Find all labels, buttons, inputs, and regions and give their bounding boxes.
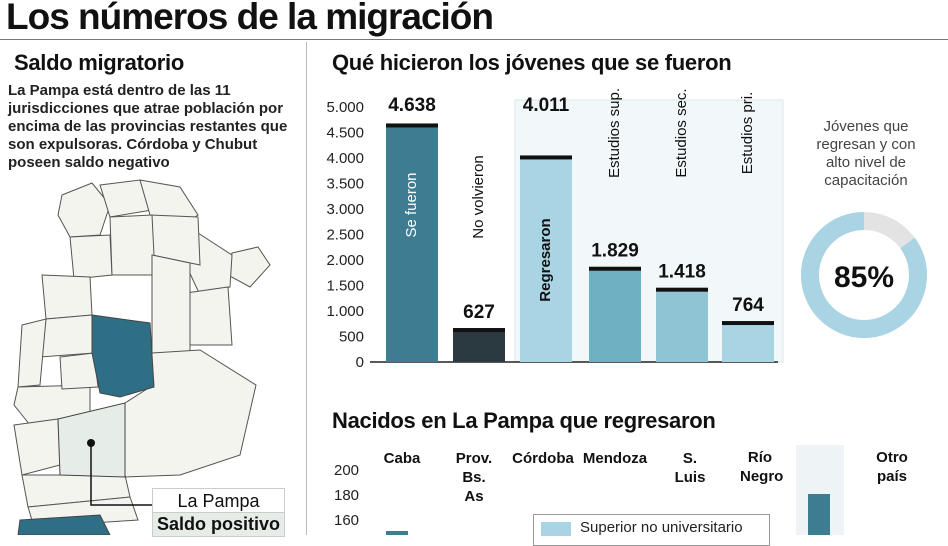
argentina-map (13, 179, 271, 535)
youth-bar-chart: 0 500 1.000 1.500 2.000 2.500 3.000 3.500 4.000 4… (326, 88, 784, 371)
legend-saldo-positivo: Saldo positivo (152, 512, 285, 537)
title-divider (0, 39, 948, 40)
donut-title: Jóvenes que regresan y con alto nivel de… (816, 118, 916, 189)
returned-column-header: Otro país (876, 449, 908, 485)
column-divider (306, 42, 307, 535)
y-tick-label: 500 (339, 329, 364, 346)
bar (386, 125, 438, 362)
y-tick-label: 3.000 (326, 201, 364, 218)
y-tick-label: 1.000 (326, 303, 364, 320)
category-label: Regresaron (537, 218, 554, 301)
map-cordoba (91, 314, 155, 398)
bar-cap (656, 287, 708, 292)
y-tick-label: 0 (356, 354, 364, 371)
bar-value-label: 4.011 (523, 95, 570, 116)
bar-value-label: 764 (732, 295, 764, 316)
returned-chart-title: Nacidos en La Pampa que regresaron (332, 408, 716, 433)
bar (520, 157, 572, 362)
map-stgo (109, 214, 156, 276)
map-bsas (124, 349, 257, 478)
y-tick-label: 3.500 (326, 176, 364, 193)
map-misiones (227, 246, 271, 288)
legend-la-pampa: La Pampa (152, 488, 285, 514)
bar-value-label: 4.638 (388, 95, 436, 116)
donut-arc (801, 212, 927, 338)
saldo-heading: Saldo migratorio (14, 50, 184, 75)
map-catamarca (41, 274, 93, 320)
y-tick-label: 2.000 (326, 252, 364, 269)
y-tick-label: 2.500 (326, 227, 364, 244)
y-tick-label: 4.500 (326, 125, 364, 142)
bar-value-label: 1.829 (591, 241, 639, 262)
category-label: Estudios sec. (673, 88, 690, 177)
returned-column-header: Mendoza (582, 450, 648, 467)
bar-value-label: 1.418 (658, 262, 706, 283)
map-lrioja (39, 314, 95, 358)
returned-column-header: Río Negro (740, 449, 784, 485)
saldo-description: La Pampa está dentro de las 11 jurisdicc… (8, 82, 288, 171)
bar (589, 268, 641, 362)
returned-column-header: Prov. Bs. As (455, 450, 493, 505)
otra-prov-bar (808, 494, 830, 535)
y-tick-label: 5.000 (326, 99, 364, 116)
bar-cap (453, 328, 505, 333)
bar-cap (589, 266, 641, 271)
bar-cap (386, 123, 438, 128)
map-sanluis (59, 352, 99, 390)
returned-column-header: Caba (383, 450, 421, 467)
map-santacruz (17, 514, 111, 535)
returned-column-header: Córdoba (512, 450, 574, 467)
map-sanjuan (17, 318, 47, 388)
y-tick-label: 4.000 (326, 150, 364, 167)
map-neuquen (13, 418, 61, 476)
bar (722, 323, 774, 362)
bar (656, 289, 708, 362)
category-label: No volvieron (470, 155, 487, 238)
caba-bar (386, 531, 408, 535)
category-label: Se fueron (403, 172, 420, 237)
y-tick-label: 1.500 (326, 278, 364, 295)
returned-y-tick-label: 160 (334, 512, 360, 529)
legend-swatch (541, 522, 571, 536)
bar-value-label: 627 (463, 302, 495, 323)
bar-cap (520, 155, 572, 160)
legend-label: Superior no universitario (580, 519, 743, 536)
map-santafe (151, 254, 191, 356)
capacitacion-donut: 85% (801, 212, 927, 338)
main-title: Los números de la migración (6, 0, 494, 37)
returned-y-tick-label: 200 (334, 462, 360, 479)
map-tucuman (69, 234, 113, 280)
returned-column-header: S. Luis (674, 450, 706, 486)
category-label: Estudios sup. (606, 88, 623, 178)
map-entrerios (185, 286, 233, 346)
bar (453, 330, 505, 362)
category-label: Estudios pri. (739, 92, 756, 175)
bar-cap (722, 321, 774, 326)
bar-chart-title: Qué hicieron los jóvenes que se fueron (332, 50, 732, 75)
returned-y-tick-label: 180 (334, 487, 360, 504)
donut-value-label: 85% (834, 261, 894, 294)
la-pampa-leader-line (90, 443, 152, 506)
